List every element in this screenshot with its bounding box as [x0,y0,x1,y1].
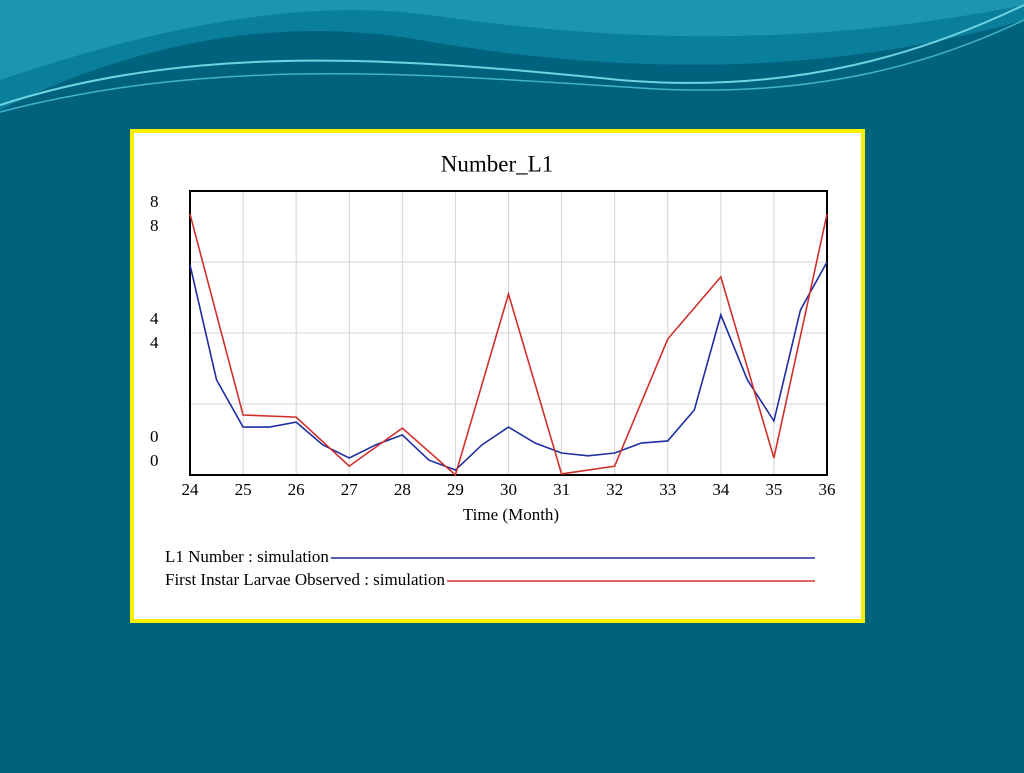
legend-label: L1 Number : simulation [165,547,329,566]
legend-label: First Instar Larvae Observed : simulatio… [165,570,445,589]
x-tick-label: 35 [765,480,782,499]
y-tick-label: 8 [150,192,159,211]
x-tick-label: 31 [553,480,570,499]
x-tick-label: 25 [235,480,252,499]
y2-tick-label: 4 [150,333,159,352]
x-tick-label: 24 [182,480,200,499]
series-line [189,213,828,477]
wave [0,0,1024,80]
x-tick-label: 32 [606,480,623,499]
y-tick-label: 0 [150,427,159,446]
wave-line [0,4,1024,106]
x-tick-label: 36 [819,480,836,499]
x-tick-label: 30 [500,480,517,499]
x-tick-label: 33 [659,480,676,499]
x-tick-label: 29 [447,480,464,499]
x-tick-label: 28 [394,480,411,499]
y2-tick-label: 8 [150,216,159,235]
series-line [189,261,828,471]
chart-title: Number_L1 [441,151,553,176]
plot-border [189,190,828,476]
wave-line [0,19,1024,113]
y-tick-label: 4 [150,309,159,328]
x-tick-label: 26 [288,480,305,499]
x-axis-label: Time (Month) [463,505,559,524]
y2-tick-label: 0 [150,451,159,470]
chart-frame [130,129,865,623]
x-tick-label: 27 [341,480,359,499]
x-tick-label: 34 [712,480,730,499]
